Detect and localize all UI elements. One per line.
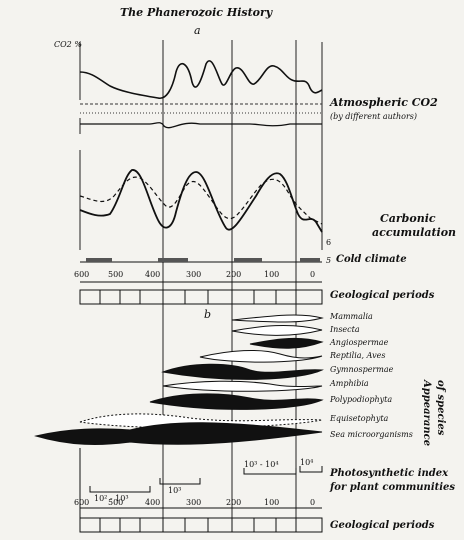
- geo-periods-strip-bottom: [79, 517, 323, 533]
- group-label-insecta: Insecta: [330, 325, 360, 334]
- figure-title: The Phanerozoic History: [120, 6, 273, 19]
- time-tick-top-100: 100: [264, 270, 280, 279]
- time-tick-bottom-600: 600: [74, 498, 90, 507]
- co2-axis-label: CO2 %: [54, 40, 82, 49]
- cold-climate-mark: 5: [326, 256, 332, 265]
- left-axes: [79, 42, 323, 250]
- group-label-gymnospermae: Gymnospermae: [330, 365, 394, 374]
- photosynthetic-brackets: [79, 448, 323, 520]
- bracket-label-1: 10² - 10³: [94, 494, 129, 503]
- group-label-sea-microorganisms: Sea microorganisms: [330, 430, 413, 439]
- group-label-reptilia: Reptilia, Aves: [330, 351, 386, 360]
- appearance-label-1: Appearance: [421, 380, 432, 447]
- cold-climate-row: [80, 258, 322, 263]
- time-tick-bottom-300: 300: [186, 498, 202, 507]
- carbonic-label-2: accumulation: [372, 226, 457, 239]
- time-tick-bottom-500: 500: [108, 498, 124, 507]
- spindle-angiospermae: [249, 337, 324, 349]
- carbonic-mark: 6: [326, 238, 332, 247]
- photosynthetic-label-1: Photosynthetic index: [330, 468, 449, 479]
- co2-curve-secondary: [80, 122, 322, 129]
- spindle-gymnospermae: [161, 363, 324, 380]
- geo-periods-bottom-label: Geological periods: [330, 520, 435, 531]
- carbonic-curve-dashed: [79, 176, 323, 225]
- time-tick-top-500: 500: [108, 270, 124, 279]
- bracket-label-4: 10⁴: [300, 458, 314, 467]
- panel-a-label: a: [194, 24, 201, 37]
- spindle-mammalia: [231, 314, 324, 323]
- cold-climate-label: Cold climate: [336, 254, 407, 265]
- time-tick-top-0: 0: [310, 270, 316, 279]
- co2-curve: [79, 60, 323, 99]
- carbonic-label-1: Carbonic: [380, 212, 436, 225]
- time-tick-top-600: 600: [74, 270, 90, 279]
- co2-label: Atmospheric CO2: [330, 96, 438, 109]
- bracket-label-2: 10³: [168, 486, 182, 495]
- time-tick-top-300: 300: [186, 270, 202, 279]
- group-label-angiospermae: Angiospermae: [330, 338, 389, 347]
- photosynthetic-label-2: for plant communities: [330, 482, 456, 493]
- group-label-equisetophyta: Equisetophyta: [330, 414, 389, 423]
- time-tick-bottom-400: 400: [145, 498, 161, 507]
- panel-b-label: b: [204, 308, 212, 321]
- spindle-reptilia: [199, 349, 323, 363]
- bracket-label-3: 10³ - 10⁴: [244, 460, 279, 469]
- spindle-sea-microorganisms: [34, 422, 323, 445]
- time-tick-top-400: 400: [145, 270, 161, 279]
- group-label-mammalia: Mammalia: [330, 312, 373, 321]
- geo-periods-top-label: Geological periods: [330, 290, 435, 301]
- time-tick-bottom-200: 200: [226, 498, 242, 507]
- time-tick-bottom-100: 100: [264, 498, 280, 507]
- spindle-amphibia: [162, 380, 323, 392]
- group-label-amphibia: Amphibia: [330, 379, 369, 388]
- spindle-polypodiophyta: [149, 393, 324, 410]
- spindle-insecta: [231, 324, 323, 336]
- appearance-label-2: of species: [435, 380, 446, 436]
- group-label-polypodiophyta: Polypodiophyta: [330, 395, 393, 404]
- carbonic-curve-solid: [79, 169, 323, 233]
- geo-periods-strip-top: [79, 289, 323, 305]
- co2-reference-lines: [80, 103, 322, 114]
- time-tick-bottom-0: 0: [310, 498, 316, 507]
- species-spindles: [34, 314, 324, 445]
- co2-sublabel: (by different authors): [330, 112, 418, 121]
- time-tick-top-200: 200: [226, 270, 242, 279]
